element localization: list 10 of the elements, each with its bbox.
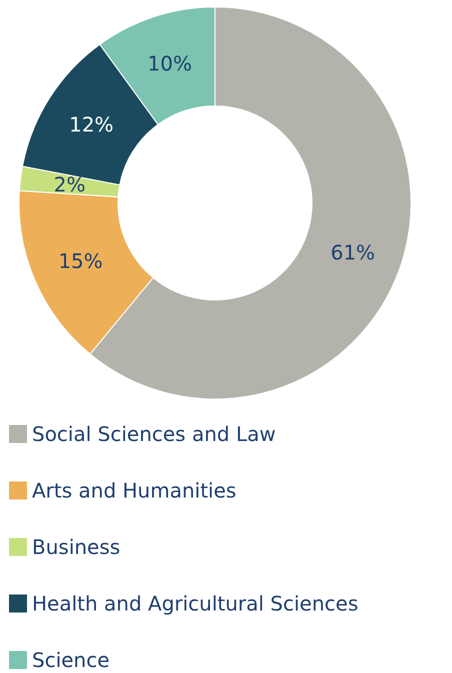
legend-label: Business [32, 535, 120, 559]
data-label: 12% [69, 112, 114, 136]
legend-label: Arts and Humanities [32, 478, 236, 502]
data-label: 15% [58, 249, 103, 274]
legend-label: Social Sciences and Law [32, 422, 276, 446]
data-label: 2% [54, 172, 86, 197]
legend-label: Science [32, 648, 110, 672]
legend-label: Health and Agricultural Sciences [32, 592, 358, 616]
data-label: 10% [148, 52, 192, 76]
data-label: 61% [330, 240, 376, 265]
